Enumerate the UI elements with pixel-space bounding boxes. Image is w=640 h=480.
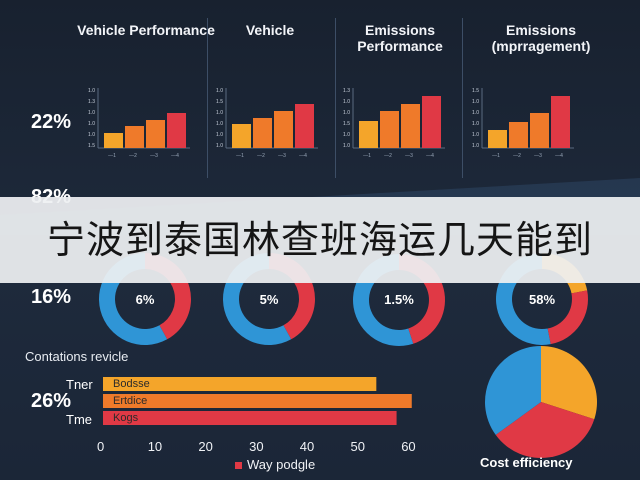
hbar-label-3: Kogs bbox=[113, 412, 139, 424]
bar-chart-y-tick: 1.0 bbox=[472, 143, 479, 149]
column-title-4: Emissions (mprragement) bbox=[491, 22, 591, 54]
hbar-x-tick: 60 bbox=[401, 439, 416, 454]
hbar-x-tick: 50 bbox=[350, 439, 365, 454]
bar-chart-y-tick: 1.0 bbox=[216, 88, 223, 94]
bar-chart-y-tick: 1.0 bbox=[88, 132, 95, 138]
column-title-3: Emissions Performance bbox=[357, 22, 443, 54]
bar-chart-bar bbox=[530, 113, 549, 148]
pie-title: Cost efficiency bbox=[480, 455, 573, 470]
bar-chart-y-tick: 1.0 bbox=[216, 143, 223, 149]
column-title-2: Vehicle bbox=[245, 22, 295, 38]
bar-chart-y-tick: 1.0 bbox=[88, 121, 95, 127]
bar-chart-x-tick: —2 bbox=[384, 153, 392, 159]
bar-chart-y-tick: 1.0 bbox=[472, 99, 479, 105]
bar-chart-y-tick: 1.5 bbox=[216, 99, 223, 105]
section-label: Contations revicle bbox=[25, 349, 129, 364]
donut-label-3: 1.5% bbox=[384, 292, 414, 307]
bar-chart-bar bbox=[422, 96, 441, 148]
bar-chart-x-tick: —2 bbox=[257, 153, 265, 159]
bar-chart-bar bbox=[104, 133, 123, 148]
donut-label-1: 6% bbox=[135, 292, 155, 307]
bar-chart-y-tick: 1.0 bbox=[88, 110, 95, 116]
stat-value-3: 16% bbox=[31, 286, 72, 308]
bar-chart-x-tick: —1 bbox=[236, 153, 244, 159]
bar-chart-y-tick: 1.5 bbox=[88, 143, 95, 149]
bar-chart-bar bbox=[295, 104, 314, 148]
hbar-x-tick: 40 bbox=[299, 439, 315, 454]
donut-label-4: 58% bbox=[528, 292, 556, 307]
bar-chart-x-tick: —1 bbox=[492, 153, 500, 159]
bar-chart-y-tick: 1.0 bbox=[472, 121, 479, 127]
bar-chart-y-tick: 1.0 bbox=[88, 88, 95, 94]
bar-chart-x-tick: —3 bbox=[534, 153, 542, 159]
bar-chart-bar bbox=[232, 124, 251, 148]
bar-chart-y-tick: 1.0 bbox=[472, 132, 479, 138]
bar-chart-x-tick: —1 bbox=[108, 153, 116, 159]
bottom-legend: Way podgle bbox=[235, 457, 315, 472]
bar-chart-bar bbox=[274, 111, 293, 148]
bar-chart-bar bbox=[125, 126, 144, 148]
bar-chart-x-tick: —3 bbox=[150, 153, 158, 159]
bar-chart-bar bbox=[401, 104, 420, 148]
hbar-chart-bar bbox=[103, 377, 377, 391]
hbar-chart-bar bbox=[103, 394, 412, 408]
column-divider bbox=[207, 18, 208, 178]
pie-chart-slice bbox=[495, 402, 595, 458]
bar-chart-bar bbox=[509, 122, 528, 148]
donut-chart-slice bbox=[547, 290, 589, 345]
bar-chart-y-tick: 1.0 bbox=[216, 121, 223, 127]
bar-chart-x-tick: —1 bbox=[363, 153, 371, 159]
bar-chart-bar bbox=[253, 118, 272, 148]
stat-value-1: 22% bbox=[31, 111, 72, 133]
bar-chart-y-tick: 1.0 bbox=[216, 110, 223, 116]
hbar-label-1: Bodsse bbox=[113, 378, 150, 390]
bar-chart-bar bbox=[167, 113, 186, 148]
pie-chart-slice bbox=[485, 346, 541, 435]
column-title-1: Vehicle Performance bbox=[77, 22, 215, 38]
bar-chart-x-tick: —4 bbox=[426, 153, 434, 159]
hbar-row-label-top: Tner bbox=[66, 377, 93, 392]
bar-chart-y-tick: 1.0 bbox=[216, 132, 223, 138]
hbar-x-tick: 10 bbox=[147, 439, 163, 454]
bar-chart-y-tick: 1.0 bbox=[343, 132, 350, 138]
bar-chart-x-tick: —4 bbox=[299, 153, 307, 159]
bar-chart-bar bbox=[488, 130, 507, 148]
bar-chart-y-tick: 1.0 bbox=[343, 143, 350, 149]
overlay-banner bbox=[0, 197, 640, 283]
bar-chart-y-tick: 1.0 bbox=[472, 110, 479, 116]
bar-chart-bar bbox=[146, 120, 165, 148]
hbar-x-tick: 30 bbox=[249, 439, 264, 454]
bar-chart-x-tick: —4 bbox=[171, 153, 179, 159]
bar-chart-bar bbox=[380, 111, 399, 148]
hbar-x-tick: 0 bbox=[97, 439, 105, 454]
bar-chart-x-tick: —3 bbox=[405, 153, 413, 159]
bar-chart-bar bbox=[359, 121, 378, 148]
bar-chart-y-tick: 1.5 bbox=[343, 121, 350, 127]
bar-chart-x-tick: —2 bbox=[513, 153, 521, 159]
bar-chart-x-tick: —3 bbox=[278, 153, 286, 159]
bar-chart-y-tick: 1.3 bbox=[88, 99, 95, 105]
hbar-row-label-bottom: Tme bbox=[66, 412, 92, 427]
overlay-banner-text: 宁波到泰国林查班海运几天能到 bbox=[46, 218, 593, 262]
bar-chart-y-tick: 1.5 bbox=[472, 88, 479, 94]
hbar-chart-bar bbox=[103, 411, 397, 425]
column-divider bbox=[462, 18, 463, 178]
bar-chart-y-tick: 1.0 bbox=[343, 99, 350, 105]
hbar-x-tick: 20 bbox=[198, 439, 213, 454]
legend-swatch bbox=[235, 462, 242, 470]
bar-chart-x-tick: —2 bbox=[129, 153, 137, 159]
bar-chart-y-tick: 1.0 bbox=[343, 110, 350, 116]
stat-value-4: 26% bbox=[31, 390, 72, 412]
hbar-label-2: Ertdice bbox=[113, 395, 148, 407]
pie-chart-slice bbox=[541, 346, 597, 420]
bar-chart-bar bbox=[551, 96, 570, 148]
donut-label-2: 5% bbox=[259, 292, 279, 307]
bottom-legend-label: Way podgle bbox=[247, 457, 316, 472]
column-divider bbox=[335, 18, 336, 178]
bar-chart-y-tick: 1.3 bbox=[343, 88, 350, 94]
bar-chart-x-tick: —4 bbox=[555, 153, 563, 159]
